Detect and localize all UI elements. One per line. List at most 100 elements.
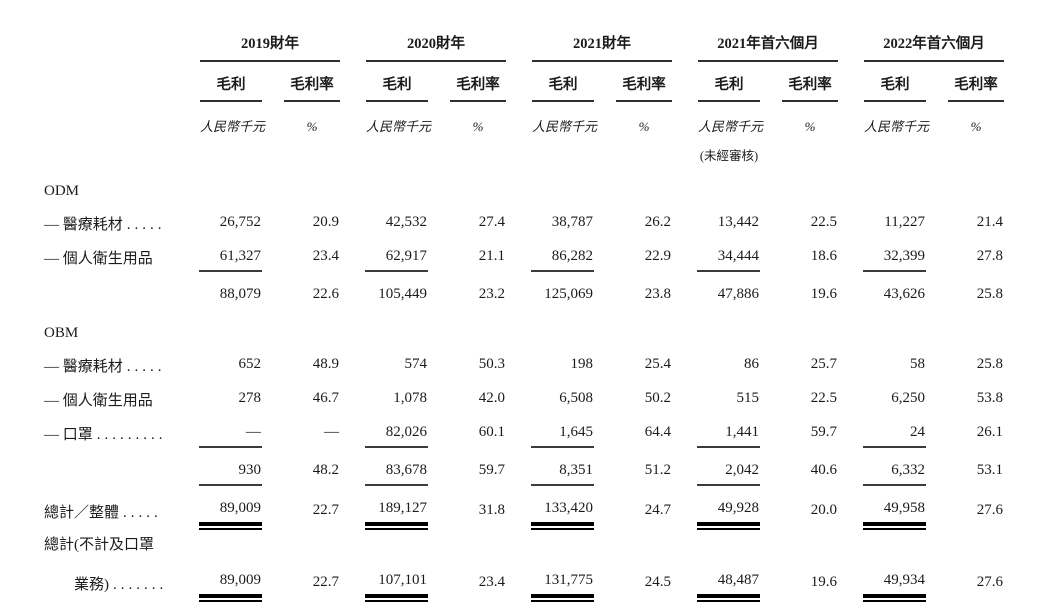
- corner-spacer: [44, 138, 174, 168]
- percent-value: 27.6: [976, 502, 1003, 518]
- percent-cell: 22.5: [760, 204, 838, 238]
- amount-cell: 86,282: [506, 238, 594, 272]
- amount-cell: 105,449: [340, 272, 428, 310]
- amount-cell: 89,009: [174, 558, 262, 602]
- percent-value: 18.6: [810, 248, 837, 264]
- currency-unit-label: 人民幣千元: [532, 119, 598, 134]
- percent-cell: 21.1: [428, 238, 506, 272]
- percent-cell: 25.4: [594, 346, 672, 380]
- unit-cell: %: [594, 102, 672, 138]
- unit-cell: %: [760, 102, 838, 138]
- percent-cell: 27.6: [926, 486, 1004, 526]
- amount-cell: 8,351: [506, 448, 594, 486]
- percent-cell: 18.6: [760, 238, 838, 272]
- percent-cell: 64.4: [594, 414, 672, 448]
- percent-value: 20.9: [312, 214, 339, 230]
- label-text: — 口罩: [44, 427, 93, 443]
- corner-spacer: [44, 24, 174, 62]
- amount-value: 125,069: [544, 286, 593, 302]
- amount-value: 1,078: [393, 390, 427, 406]
- row-label-cell: — 醫療耗材.....: [44, 204, 174, 238]
- period-header: 2021年首六個月: [672, 24, 838, 62]
- period-label-rule: 2022年首六個月: [864, 32, 1004, 62]
- percent-cell: 46.7: [262, 380, 340, 414]
- label-text: — 醫療耗材: [44, 359, 123, 375]
- percent-cell: 59.7: [760, 414, 838, 448]
- note-cell: [506, 138, 594, 168]
- percent-cell: 27.8: [926, 238, 1004, 272]
- percent-value: 60.1: [478, 424, 505, 440]
- row-label: — 個人衛生用品: [44, 247, 174, 272]
- amount-cell: 49,958: [838, 486, 926, 530]
- row-label: 總計／整體.....: [44, 501, 174, 526]
- amount-value: 42,532: [385, 214, 427, 230]
- amount-cell: 49,934: [838, 558, 926, 602]
- amount-value: 13,442: [717, 214, 759, 230]
- amount-cell: 198: [506, 346, 594, 380]
- percent-cell: —: [262, 414, 340, 448]
- amount-cell: 83,678: [340, 448, 428, 486]
- amount-cell: 6,250: [838, 380, 926, 414]
- period-label-rule: 2020財年: [366, 32, 506, 62]
- amount-cell: 11,227: [838, 204, 926, 238]
- profit-header-rule: 毛利: [698, 73, 760, 102]
- percent-value: 48.9: [312, 356, 339, 372]
- profit-header-cell: 毛利: [506, 62, 594, 102]
- amount-cell: 6,508: [506, 380, 594, 414]
- amount-value: 89,009: [199, 572, 262, 602]
- percent-cell: 23.4: [428, 558, 506, 598]
- amount-value: 49,934: [863, 572, 926, 602]
- row-label: 業務).......: [44, 573, 174, 598]
- percent-value: 53.8: [976, 390, 1003, 406]
- label-text: 總計／整體: [44, 505, 120, 521]
- amount-cell: 48,487: [672, 558, 760, 602]
- leader-dots: .....: [123, 505, 162, 521]
- amount-cell: 82,026: [340, 414, 428, 448]
- percent-cell: 19.6: [760, 558, 838, 598]
- row-label: — 醫療耗材.....: [44, 355, 174, 380]
- period-label-rule: 2019財年: [200, 32, 340, 62]
- margin-header-rule: 毛利率: [616, 73, 672, 102]
- row-label-cell: 總計／整體.....: [44, 486, 174, 526]
- corner-spacer: [44, 62, 174, 102]
- percent-value: 26.2: [644, 214, 671, 230]
- percent-cell: 24.7: [594, 486, 672, 526]
- amount-value: 930: [199, 462, 262, 486]
- amount-cell: 61,327: [174, 238, 262, 272]
- margin-header-cell: 毛利率: [428, 62, 506, 102]
- currency-unit-label: 人民幣千元: [698, 119, 764, 134]
- amount-value: 89,009: [199, 500, 262, 530]
- amount-value: 49,928: [697, 500, 760, 530]
- currency-unit-label: 人民幣千元: [864, 119, 930, 134]
- amount-cell: 133,420: [506, 486, 594, 530]
- amount-cell: 13,442: [672, 204, 760, 238]
- amount-value: 88,079: [219, 286, 261, 302]
- period-header: 2020財年: [340, 24, 506, 62]
- margin-header-rule: 毛利率: [450, 73, 506, 102]
- profit-header-label: 毛利: [880, 77, 910, 93]
- amount-value: 43,626: [883, 286, 925, 302]
- amount-cell: 58: [838, 346, 926, 380]
- amount-cell: 2,042: [672, 448, 760, 486]
- table-row: — 口罩......... — — 82,026 60.1 1,645 64.4 1,441 5…: [44, 414, 1004, 448]
- period-header: 2021財年: [506, 24, 672, 62]
- note-cell: [760, 138, 838, 168]
- percent-value: 23.4: [478, 574, 505, 590]
- percent-value: —: [324, 424, 339, 440]
- table-row: 930 48.2 83,678 59.7 8,351 51.2 2,042 40.6 6,332…: [44, 448, 1004, 486]
- unaudited-note: (未經審核): [699, 149, 759, 163]
- percent-cell: 25.8: [926, 346, 1004, 380]
- amount-value: 105,449: [378, 286, 427, 302]
- amount-value: 2,042: [697, 462, 760, 486]
- leader-dots: .....: [126, 217, 166, 233]
- amount-cell: 131,775: [506, 558, 594, 602]
- percent-value: 23.4: [312, 248, 339, 264]
- period-label: 2020財年: [407, 36, 465, 52]
- amount-cell: 62,917: [340, 238, 428, 272]
- amount-value: 86: [744, 356, 759, 372]
- percent-cell: 27.4: [428, 204, 506, 238]
- margin-header-label: 毛利率: [456, 77, 500, 93]
- percent-value: 22.9: [644, 248, 671, 264]
- percent-value: 21.4: [976, 214, 1003, 230]
- percent-cell: 24.5: [594, 558, 672, 598]
